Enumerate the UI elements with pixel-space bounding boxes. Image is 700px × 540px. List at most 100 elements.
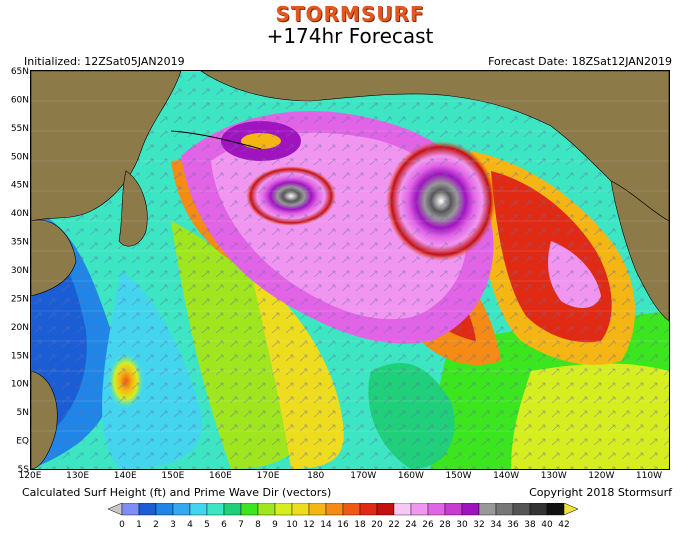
brand-logo: STORMSURF xyxy=(275,2,425,26)
legend-label: 42 xyxy=(558,520,569,530)
legend-label: 20 xyxy=(371,520,383,530)
legend-swatch xyxy=(359,503,378,516)
legend-swatch xyxy=(342,503,361,516)
map-grid xyxy=(31,100,669,432)
legend-label: 1 xyxy=(136,520,142,530)
legend-swatch xyxy=(274,503,293,516)
legend-below-arrow xyxy=(108,503,123,516)
legend-swatch xyxy=(427,503,446,516)
legend-swatch xyxy=(206,503,225,516)
lat-tick-label: 5S xyxy=(18,465,30,475)
lat-tick-label: 25N xyxy=(11,294,29,304)
forecast-date: Forecast Date: 18ZSat12JAN2019 xyxy=(488,55,672,68)
legend-label: 38 xyxy=(524,520,536,530)
map-canvas xyxy=(31,71,669,469)
map-caption: Calculated Surf Height (ft) and Prime Wa… xyxy=(22,486,332,499)
lat-tick-label: 35N xyxy=(11,238,29,248)
legend-label: 22 xyxy=(388,520,399,530)
legend-swatch xyxy=(257,503,276,516)
legend-label: 2 xyxy=(153,520,159,530)
lat-tick-label: 60N xyxy=(11,95,29,105)
lon-tick-label: 140W xyxy=(493,471,519,481)
legend-label: 10 xyxy=(286,520,298,530)
lon-tick-label: 120W xyxy=(588,471,614,481)
legend-above-arrow xyxy=(563,503,579,516)
lon-tick-label: 110W xyxy=(636,471,662,481)
legend-label: 5 xyxy=(204,520,210,530)
lat-tick-label: 20N xyxy=(11,323,29,333)
legend-label: 14 xyxy=(320,520,332,530)
land-philippines xyxy=(31,370,58,469)
land-japan xyxy=(118,170,148,247)
legend-swatch xyxy=(291,503,310,516)
legend-label: 6 xyxy=(221,520,227,530)
lat-tick-label: 30N xyxy=(11,266,29,276)
legend-label: 24 xyxy=(405,520,417,530)
legend-swatch xyxy=(512,503,531,516)
legend-swatch xyxy=(546,503,565,516)
lat-tick-label: 15N xyxy=(11,351,29,361)
lat-axis: 65N 60N 55N 50N 45N 40N 35N 30N 25N 20N 15N 10N 5N EQ… xyxy=(11,67,30,475)
legend-label: 8 xyxy=(255,520,261,530)
legend-swatch xyxy=(121,503,140,516)
legend-swatch xyxy=(495,503,514,516)
lat-tick-label: 50N xyxy=(11,152,29,162)
legend-swatch xyxy=(461,503,480,516)
legend-swatch xyxy=(478,503,497,516)
land-us-west xyxy=(610,180,669,322)
legend-label: 28 xyxy=(439,520,451,530)
legend-label: 4 xyxy=(187,520,193,530)
legend-label: 12 xyxy=(303,520,314,530)
legend-label: 0 xyxy=(119,520,125,530)
lat-tick-label: 10N xyxy=(11,380,29,390)
lat-tick-label: 45N xyxy=(11,181,29,191)
lat-tick-label: EQ xyxy=(16,437,29,447)
legend-swatch xyxy=(155,503,174,516)
legend-label: 36 xyxy=(507,520,519,530)
lon-tick-label: 130W xyxy=(541,471,567,481)
lat-tick-label: 65N xyxy=(11,67,29,77)
lat-tick-label: 5N xyxy=(17,408,29,418)
forecast-map xyxy=(30,70,670,470)
initialized-time: Initialized: 12ZSat05JAN2019 xyxy=(24,55,185,68)
legend-label: 32 xyxy=(473,520,484,530)
legend-label: 26 xyxy=(422,520,434,530)
legend-swatch xyxy=(138,503,157,516)
legend-swatch xyxy=(240,503,259,516)
legend-label: 30 xyxy=(456,520,468,530)
lon-tick-label: 140E xyxy=(114,471,137,481)
lat-tick-label: 40N xyxy=(11,209,29,219)
lon-tick-label: 130E xyxy=(66,471,89,481)
legend-label: 3 xyxy=(170,520,176,530)
lon-tick-label: 170E xyxy=(257,471,280,481)
legend-swatch xyxy=(172,503,191,516)
copyright: Copyright 2018 Stormsurf xyxy=(529,486,672,499)
lon-tick-label: 160W xyxy=(398,471,424,481)
legend-swatch xyxy=(189,503,208,516)
lon-tick-label: 120E xyxy=(19,471,42,481)
lon-axis: 120E 130E 140E 150E 160E 170E 180 170W 160W 150W 1… xyxy=(19,471,663,481)
legend-swatch xyxy=(376,503,395,516)
legend-swatch xyxy=(308,503,327,516)
legend-label: 34 xyxy=(490,520,502,530)
lon-tick-label: 150W xyxy=(445,471,471,481)
legend-label: 9 xyxy=(272,520,278,530)
legend-label: 7 xyxy=(238,520,244,530)
lon-tick-label: 150E xyxy=(161,471,184,481)
legend-label: 40 xyxy=(541,520,553,530)
lon-tick-label: 170W xyxy=(350,471,376,481)
legend-label: 16 xyxy=(337,520,349,530)
legend-swatch xyxy=(410,503,429,516)
legend-label: 18 xyxy=(354,520,366,530)
lon-tick-label: 180 xyxy=(307,471,324,481)
page-title: +174hr Forecast xyxy=(266,24,434,48)
legend-swatch xyxy=(223,503,242,516)
aleutian-islands xyxy=(170,130,262,150)
land-korea-china xyxy=(31,219,77,297)
lon-tick-label: 160E xyxy=(209,471,232,481)
legend-swatch xyxy=(444,503,463,516)
legend-swatch xyxy=(325,503,344,516)
lat-tick-label: 55N xyxy=(11,124,29,134)
legend-colorbar: 0 1 2 3 4 5 6 7 8 9 10 12 14 16 18 20 22 24 26 28 30 32 34 36 38… xyxy=(108,503,579,530)
legend-swatch xyxy=(529,503,548,516)
